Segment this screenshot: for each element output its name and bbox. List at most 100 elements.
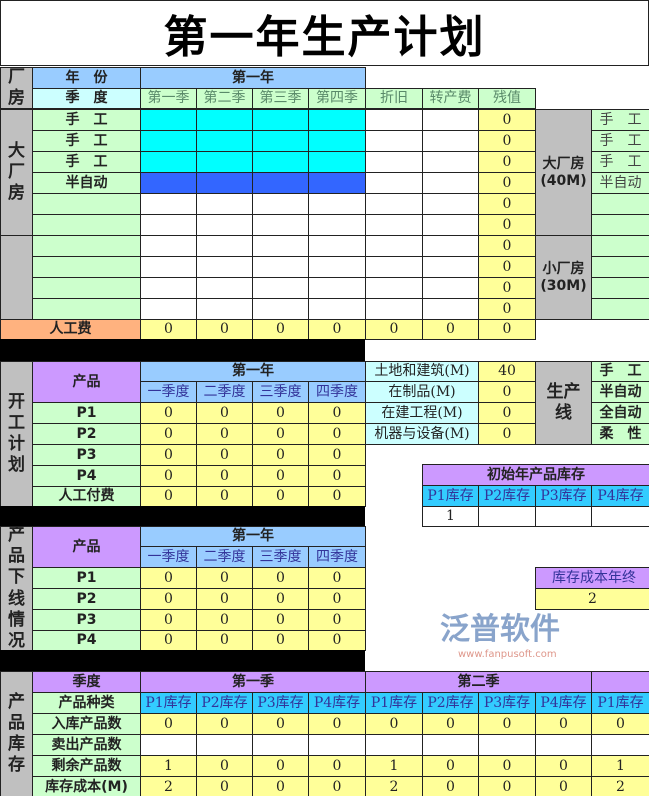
quarter-cell[interactable] — [140, 130, 197, 152]
quarter-cell[interactable] — [140, 256, 197, 278]
offline-value[interactable]: 0 — [196, 630, 253, 651]
inventory-value[interactable]: 0 — [308, 713, 366, 735]
inventory-value[interactable]: 0 — [422, 755, 479, 777]
inventory-value[interactable] — [196, 734, 253, 756]
plan-value[interactable]: 0 — [308, 444, 366, 466]
plan-value[interactable]: 0 — [308, 423, 366, 445]
inventory-value[interactable]: 0 — [140, 713, 197, 735]
inventory-value[interactable] — [365, 734, 423, 756]
quarter-cell[interactable] — [196, 298, 253, 320]
inventory-value[interactable] — [422, 734, 479, 756]
plan-value[interactable]: 0 — [196, 465, 253, 487]
inventory-value[interactable]: 0 — [478, 713, 536, 735]
inventory-value[interactable]: 2 — [140, 776, 197, 796]
quarter-cell[interactable] — [140, 235, 197, 257]
inventory-value[interactable] — [140, 734, 197, 756]
line-type-row[interactable]: 手 工 — [32, 151, 141, 173]
plan-value[interactable]: 0 — [140, 486, 197, 507]
offline-value[interactable]: 0 — [308, 630, 366, 651]
inventory-value[interactable]: 0 — [535, 713, 592, 735]
quarter-cell[interactable] — [140, 214, 197, 236]
plan-value[interactable]: 0 — [196, 423, 253, 445]
inventory-value[interactable]: 1 — [140, 755, 197, 777]
depreciation-cell[interactable] — [365, 193, 423, 215]
quarter-cell[interactable] — [140, 277, 197, 299]
plan-value[interactable]: 0 — [140, 402, 197, 424]
line-type-row[interactable] — [32, 235, 141, 257]
plan-value[interactable]: 0 — [252, 465, 309, 487]
quarter-cell[interactable] — [196, 172, 253, 194]
quarter-cell[interactable] — [252, 109, 309, 131]
inventory-value[interactable]: 0 — [422, 713, 479, 735]
transfer-fee-cell[interactable] — [422, 172, 479, 194]
inventory-value[interactable]: 2 — [365, 776, 423, 796]
plan-value[interactable]: 0 — [252, 444, 309, 466]
quarter-cell[interactable] — [308, 172, 366, 194]
quarter-cell[interactable] — [140, 193, 197, 215]
plan-value[interactable]: 0 — [140, 465, 197, 487]
quarter-cell[interactable] — [252, 214, 309, 236]
transfer-fee-cell[interactable] — [422, 277, 479, 299]
quarter-cell[interactable] — [196, 130, 253, 152]
line-type-row[interactable]: 手 工 — [32, 109, 141, 131]
depreciation-cell[interactable] — [365, 151, 423, 173]
offline-value[interactable]: 0 — [140, 609, 197, 631]
quarter-cell[interactable] — [252, 235, 309, 257]
inventory-value[interactable]: 0 — [478, 755, 536, 777]
offline-value[interactable]: 0 — [196, 609, 253, 631]
inventory-value[interactable] — [252, 734, 309, 756]
inventory-value[interactable] — [478, 734, 536, 756]
inventory-value[interactable]: 1 — [365, 755, 423, 777]
quarter-cell[interactable] — [308, 235, 366, 257]
quarter-cell[interactable] — [252, 256, 309, 278]
offline-value[interactable]: 0 — [252, 609, 309, 631]
quarter-cell[interactable] — [308, 151, 366, 173]
offline-value[interactable]: 0 — [140, 588, 197, 610]
transfer-fee-cell[interactable] — [422, 214, 479, 236]
offline-value[interactable]: 0 — [252, 630, 309, 651]
quarter-cell[interactable] — [252, 130, 309, 152]
plan-value[interactable]: 0 — [308, 486, 366, 507]
inventory-value[interactable]: 2 — [591, 776, 649, 796]
quarter-cell[interactable] — [140, 109, 197, 131]
inventory-value[interactable]: 0 — [308, 776, 366, 796]
offline-value[interactable]: 0 — [308, 567, 366, 589]
plan-value[interactable]: 0 — [196, 402, 253, 424]
plan-value[interactable]: 0 — [308, 402, 366, 424]
offline-value[interactable]: 0 — [140, 567, 197, 589]
depreciation-cell[interactable] — [365, 256, 423, 278]
depreciation-cell[interactable] — [365, 214, 423, 236]
inventory-value[interactable]: 0 — [252, 776, 309, 796]
quarter-cell[interactable] — [308, 277, 366, 299]
quarter-cell[interactable] — [140, 298, 197, 320]
quarter-cell[interactable] — [308, 193, 366, 215]
quarter-cell[interactable] — [252, 277, 309, 299]
quarter-cell[interactable] — [196, 151, 253, 173]
inventory-value[interactable]: 0 — [308, 755, 366, 777]
inventory-value[interactable]: 0 — [422, 776, 479, 796]
initial-inventory-value[interactable]: 1 — [422, 506, 479, 527]
quarter-cell[interactable] — [140, 172, 197, 194]
plan-value[interactable]: 0 — [252, 402, 309, 424]
inventory-value[interactable]: 0 — [591, 713, 649, 735]
transfer-fee-cell[interactable] — [422, 235, 479, 257]
quarter-cell[interactable] — [252, 298, 309, 320]
inventory-value[interactable]: 0 — [196, 776, 253, 796]
depreciation-cell[interactable] — [365, 172, 423, 194]
quarter-cell[interactable] — [196, 109, 253, 131]
inventory-value[interactable]: 0 — [478, 776, 536, 796]
quarter-cell[interactable] — [196, 256, 253, 278]
quarter-cell[interactable] — [196, 193, 253, 215]
initial-inventory-value[interactable] — [478, 506, 536, 527]
transfer-fee-cell[interactable] — [422, 193, 479, 215]
offline-value[interactable]: 0 — [196, 567, 253, 589]
initial-inventory-value[interactable] — [591, 506, 649, 527]
line-type-row[interactable]: 手 工 — [32, 130, 141, 152]
line-type-row[interactable]: 半自动 — [32, 172, 141, 194]
quarter-cell[interactable] — [252, 151, 309, 173]
quarter-cell[interactable] — [308, 298, 366, 320]
depreciation-cell[interactable] — [365, 109, 423, 131]
depreciation-cell[interactable] — [365, 235, 423, 257]
quarter-cell[interactable] — [196, 277, 253, 299]
quarter-cell[interactable] — [308, 214, 366, 236]
